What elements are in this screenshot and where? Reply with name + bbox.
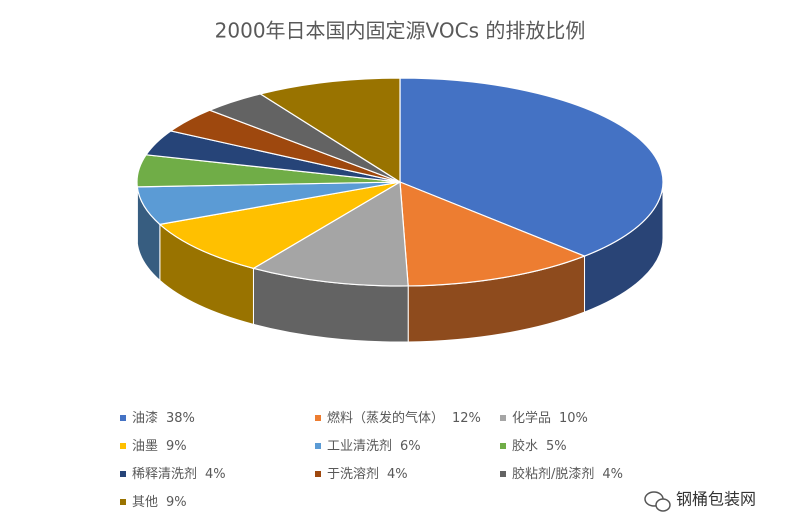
legend-swatch bbox=[500, 415, 506, 421]
slice bbox=[258, 77, 401, 184]
legend-label: 稀释清洗剂 4% bbox=[132, 467, 226, 482]
legend-value: 5% bbox=[546, 439, 567, 454]
legend-swatch bbox=[120, 443, 126, 449]
legend-name: 燃料（蒸发的气体） bbox=[327, 410, 444, 426]
legend-swatch bbox=[500, 471, 506, 477]
legend-swatch bbox=[315, 443, 321, 449]
legend-name: 油漆 bbox=[132, 410, 158, 426]
watermark-icon bbox=[655, 498, 671, 512]
legend-swatch bbox=[120, 415, 126, 421]
legend-name: 油墨 bbox=[132, 439, 158, 454]
legend-label: 油墨 9% bbox=[132, 439, 187, 454]
legend-label: 胶水 5% bbox=[512, 438, 567, 454]
legend-swatch bbox=[315, 415, 321, 421]
watermark: 钢桶包装网 bbox=[644, 490, 756, 512]
legend-name: 稀释清洗剂 bbox=[132, 467, 197, 482]
legend-name: 化学品 bbox=[512, 410, 551, 426]
slice bbox=[399, 181, 587, 287]
slice bbox=[251, 180, 409, 287]
slice bbox=[399, 77, 664, 257]
legend-value: 4% bbox=[205, 467, 226, 482]
legend-label: 工业清洗剂 6% bbox=[327, 439, 421, 454]
legend-value: 12% bbox=[452, 411, 481, 426]
watermark-text: 钢桶包装网 bbox=[676, 490, 756, 509]
legend-label: 油漆 38% bbox=[132, 410, 195, 426]
legend-label: 胶粘剂/脱漆剂 4% bbox=[512, 466, 623, 482]
legend-value: 4% bbox=[602, 467, 623, 482]
legend-value: 9% bbox=[166, 439, 187, 454]
legend-swatch bbox=[120, 499, 126, 505]
legend-swatch bbox=[315, 471, 321, 477]
legend-name: 胶水 bbox=[512, 438, 538, 454]
legend-value: 10% bbox=[559, 411, 588, 426]
chart-title: 2000年日本国内固定源VOCs 的排放比例 bbox=[215, 19, 586, 43]
legend-label: 于洗溶剂 4% bbox=[327, 467, 408, 482]
legend-name: 胶粘剂/脱漆剂 bbox=[512, 466, 594, 482]
legend-label: 化学品 10% bbox=[512, 410, 588, 426]
legend-value: 38% bbox=[166, 411, 195, 426]
legend-label: 其他 9% bbox=[132, 495, 187, 510]
legend-name: 工业清洗剂 bbox=[327, 439, 392, 454]
legend-value: 9% bbox=[166, 495, 187, 510]
slice bbox=[158, 181, 401, 270]
legend-name: 于洗溶剂 bbox=[327, 467, 379, 482]
legend-label: 燃料（蒸发的气体） 12% bbox=[327, 410, 481, 426]
legend-value: 4% bbox=[387, 467, 408, 482]
legend-value: 6% bbox=[400, 439, 421, 454]
legend-swatch bbox=[120, 471, 126, 477]
legend-name: 其他 bbox=[132, 495, 158, 510]
legend-swatch bbox=[500, 443, 506, 449]
